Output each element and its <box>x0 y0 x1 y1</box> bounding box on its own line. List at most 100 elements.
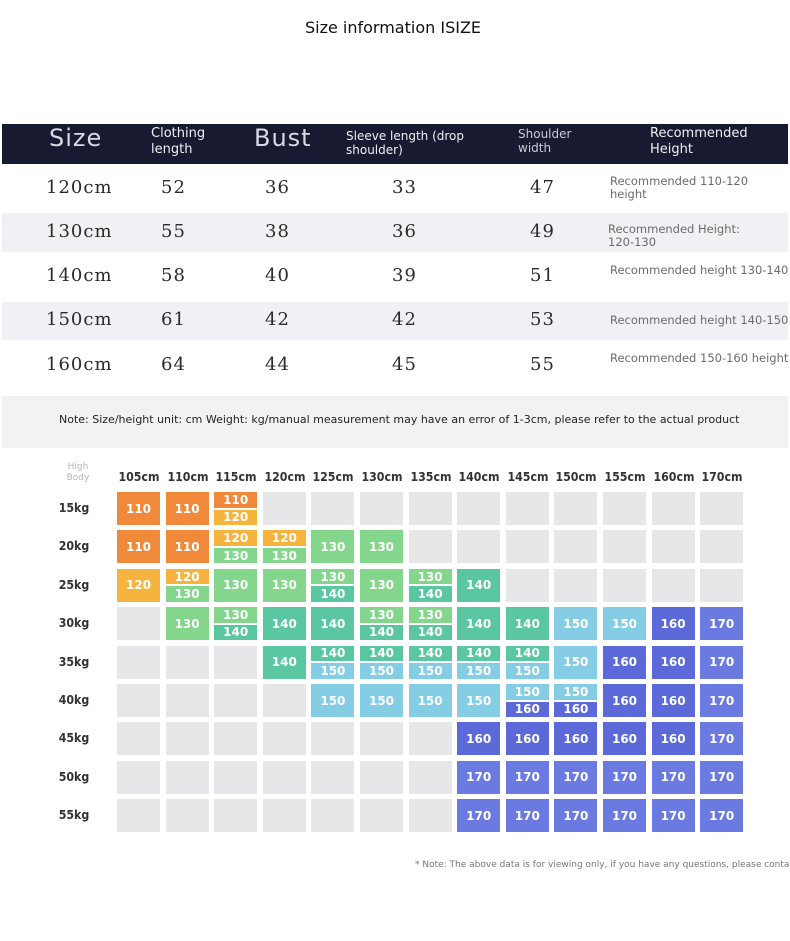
size-cell-recommended: 170 <box>603 799 646 833</box>
height-column-header: 170cm <box>701 470 743 484</box>
size-cell-empty <box>311 760 355 794</box>
size-cell-empty <box>457 492 501 525</box>
size-label: 160 <box>554 701 598 717</box>
sleeve-length-cell: 39 <box>392 265 417 286</box>
bust-cell: 42 <box>265 309 290 330</box>
weight-row-header: 55kg <box>58 808 90 823</box>
size-label: 170 <box>505 799 549 833</box>
size-cell: 150cm <box>46 309 113 330</box>
size-cell-recommended: 150 <box>457 684 501 717</box>
weight-row-header: 15kg <box>58 501 90 515</box>
size-matrix: High Body 105cm 110cm 115cm 120cm 125cm 130cm… <box>0 458 790 848</box>
weight-row-header: 35kg <box>58 654 90 669</box>
size-cell-empty <box>505 530 549 564</box>
size-label: 130 <box>262 547 306 564</box>
size-label: 170 <box>651 799 695 833</box>
size-cell-recommended: 140 <box>262 607 306 641</box>
size-cell-recommended: 110 <box>117 530 160 564</box>
size-cell-recommended: 170 <box>700 722 744 756</box>
size-cell-empty <box>214 760 258 794</box>
shoulder-width-cell: 49 <box>530 220 555 242</box>
size-label: 170 <box>700 607 744 641</box>
size-cell-empty <box>408 530 452 564</box>
size-label: 150 <box>408 663 452 679</box>
size-label: 160 <box>651 645 695 679</box>
header-size: Size <box>49 124 103 152</box>
weight-row-header: 50kg <box>58 769 90 784</box>
size-label: 170 <box>700 645 744 679</box>
size-cell-empty <box>554 492 598 525</box>
size-cell-recommended: 120 130 <box>262 530 306 564</box>
size-cell-recommended: 160 <box>603 645 646 679</box>
size-label: 150 <box>505 663 549 679</box>
size-cell-recommended: 140 150 <box>360 645 403 679</box>
height-column-header: 130cm <box>361 470 403 484</box>
size-label: 140 <box>262 645 306 679</box>
bust-cell: 38 <box>265 220 290 242</box>
size-cell-recommended: 170 <box>700 799 744 833</box>
size-label: 110 <box>117 530 160 564</box>
size-label: 140 <box>408 645 452 662</box>
size-cell-empty <box>117 607 160 641</box>
size-label: 160 <box>603 722 646 756</box>
size-cell-empty <box>117 722 160 756</box>
size-cell-recommended: 170 <box>700 760 744 794</box>
size-cell-empty <box>262 684 306 717</box>
size-label: 130 <box>360 530 403 564</box>
height-column-header: 115cm <box>215 470 257 484</box>
size-label: 170 <box>651 760 695 794</box>
size-cell-empty <box>165 760 209 794</box>
size-cell-empty <box>603 492 646 525</box>
size-label: 160 <box>457 722 501 756</box>
header-clothing-length: Clothing length <box>151 126 206 157</box>
size-label: 160 <box>505 701 549 717</box>
size-cell-empty <box>408 799 452 833</box>
size-cell-recommended: 140 150 <box>311 645 355 679</box>
size-label: 140 <box>214 624 258 641</box>
size-cell-empty <box>360 722 403 756</box>
size-cell-empty <box>360 799 403 833</box>
size-cell-recommended: 130 <box>262 568 306 602</box>
size-cell-recommended: 160 <box>457 722 501 756</box>
size-cell-empty <box>651 530 695 564</box>
size-label: 170 <box>603 799 646 833</box>
size-label: 160 <box>603 645 646 679</box>
size-cell-recommended: 140 <box>262 645 306 679</box>
height-column-header: 160cm <box>653 470 695 484</box>
size-cell-empty <box>165 684 209 717</box>
size-cell-empty <box>311 799 355 833</box>
size-label: 160 <box>651 684 695 717</box>
size-label: 110 <box>165 530 209 564</box>
bust-cell: 44 <box>265 354 290 375</box>
footer-note: * Note: The above data is for viewing on… <box>415 860 790 870</box>
size-label: 130 <box>408 607 452 623</box>
size-cell-empty <box>408 760 452 794</box>
size-label: 110 <box>117 492 160 525</box>
size-label: 160 <box>651 607 695 641</box>
size-label: 140 <box>311 645 355 662</box>
size-cell-empty <box>311 722 355 756</box>
size-cell-recommended: 120 <box>117 568 160 602</box>
size-label: 140 <box>505 645 549 662</box>
size-label: 150 <box>311 663 355 679</box>
size-label: 150 <box>505 684 549 700</box>
size-label: 130 <box>408 568 452 585</box>
size-label: 140 <box>457 568 501 602</box>
size-label: 140 <box>262 607 306 641</box>
size-row: 150cm 61 42 42 53 Recommended height 140-150 <box>2 302 788 340</box>
size-label: 140 <box>457 607 501 641</box>
sleeve-length-cell: 42 <box>392 309 417 330</box>
size-cell-recommended: 150 <box>554 607 598 641</box>
size-cell-recommended: 160 <box>651 722 695 756</box>
size-cell-recommended: 170 <box>457 799 501 833</box>
size-cell-empty <box>117 684 160 717</box>
matrix-corner: High Body <box>58 462 98 485</box>
size-cell-empty <box>457 530 501 564</box>
size-label: 150 <box>457 663 501 679</box>
weight-row-header: 45kg <box>58 731 90 746</box>
size-cell-recommended: 120 130 <box>165 568 209 602</box>
size-label: 150 <box>554 645 598 679</box>
size-label: 130 <box>214 568 258 602</box>
size-cell-recommended: 140 <box>311 607 355 641</box>
size-cell-recommended: 170 <box>505 760 549 794</box>
